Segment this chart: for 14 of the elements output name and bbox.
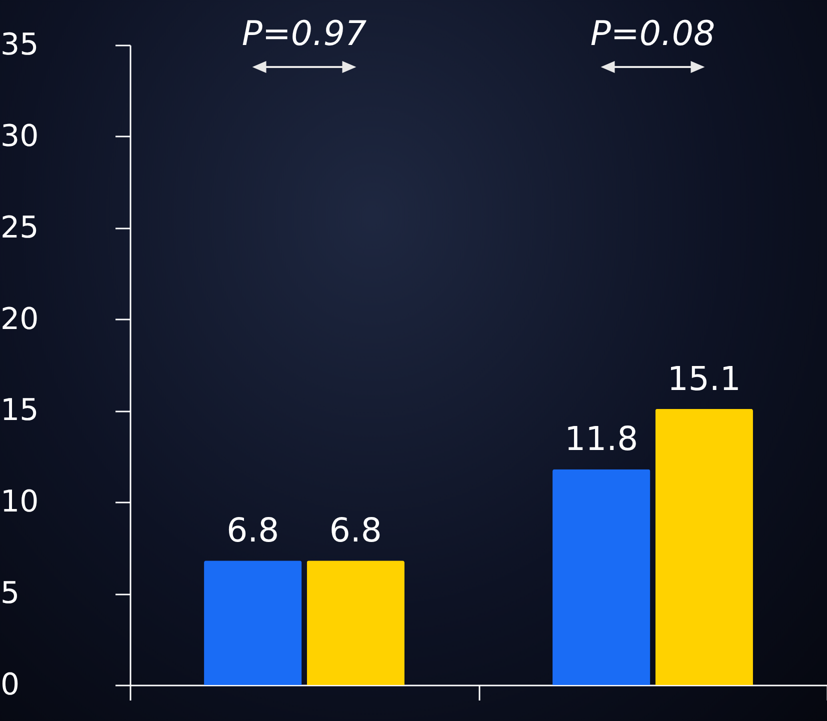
data-label: 6.8 bbox=[329, 510, 382, 550]
data-label: 6.8 bbox=[226, 510, 280, 550]
y-tick-label: 15 bbox=[0, 393, 39, 428]
y-tick-label: 20 bbox=[0, 302, 39, 337]
y-tick-label: 10 bbox=[0, 484, 39, 520]
y-tick-label: 25 bbox=[0, 210, 39, 246]
data-label: 11.8 bbox=[564, 419, 638, 458]
annotation: P=0.97 bbox=[242, 14, 367, 54]
y-tick-label: 35 bbox=[0, 28, 39, 62]
y-tick-label: 30 bbox=[0, 118, 39, 154]
y-tick-label: 5 bbox=[0, 576, 20, 612]
annotation: P=0.08 bbox=[590, 14, 716, 54]
data-label: 15.1 bbox=[667, 358, 741, 398]
y-tick-label: 0 bbox=[0, 668, 20, 702]
